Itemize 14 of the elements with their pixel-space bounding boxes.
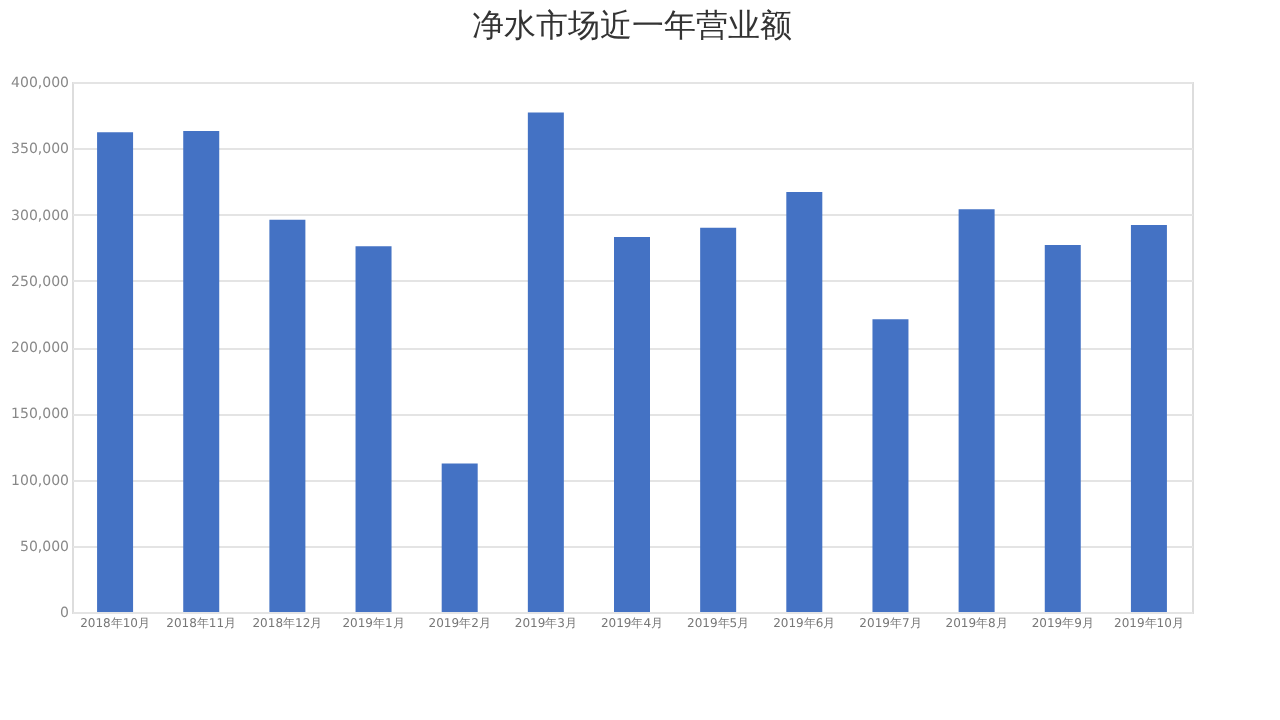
bar	[1130, 225, 1167, 612]
bar	[1044, 244, 1081, 612]
chart-title: 净水市场近一年营业额	[472, 6, 792, 44]
bar	[614, 237, 650, 612]
bar	[527, 112, 564, 612]
bar	[269, 219, 306, 612]
bar	[355, 246, 392, 612]
bar	[700, 227, 737, 612]
bar	[958, 209, 995, 612]
bar	[786, 191, 823, 612]
bar	[872, 319, 909, 612]
bar	[97, 132, 134, 612]
bar	[441, 463, 478, 612]
bar	[183, 131, 220, 612]
